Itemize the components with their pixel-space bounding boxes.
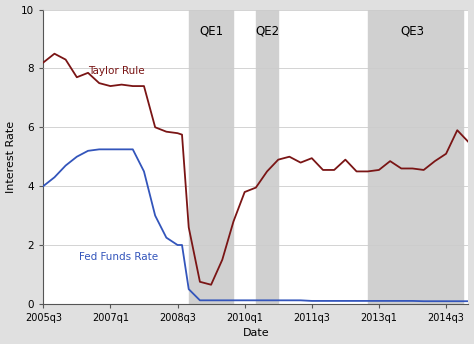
Bar <box>256 10 278 304</box>
Text: QE1: QE1 <box>199 24 223 37</box>
Bar <box>368 10 463 304</box>
Text: Taylor Rule: Taylor Rule <box>88 66 145 76</box>
Text: QE3: QE3 <box>401 24 425 37</box>
X-axis label: Date: Date <box>243 329 269 338</box>
Text: QE2: QE2 <box>255 24 279 37</box>
Y-axis label: Interest Rate: Interest Rate <box>6 121 16 193</box>
Bar <box>189 10 234 304</box>
Text: Fed Funds Rate: Fed Funds Rate <box>79 252 158 262</box>
